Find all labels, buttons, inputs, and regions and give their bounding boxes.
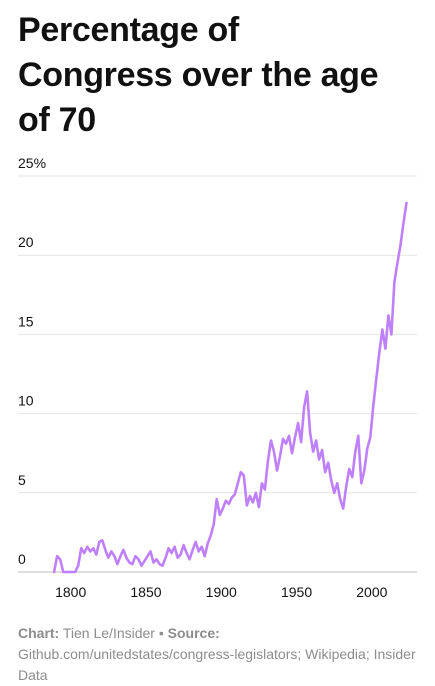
x-tick-label: 1900 <box>206 584 237 600</box>
chart-footer: Chart: Tien Le/Insider • Source: Github.… <box>18 623 423 686</box>
source-text: Github.com/unitedstates/congress-legisla… <box>18 646 416 683</box>
chart-title-line: Percentage of <box>18 11 239 49</box>
y-tick-label: 5 <box>18 472 26 488</box>
source-label: Source: <box>167 625 220 641</box>
chart-credit: Tien Le/Insider <box>62 625 155 641</box>
x-tick-label: 1800 <box>55 584 86 600</box>
y-tick-label: 15 <box>18 313 34 329</box>
gridlines <box>18 175 417 573</box>
y-tick-label: 25% <box>18 155 46 171</box>
y-tick-label: 10 <box>18 393 34 409</box>
x-tick-label: 1850 <box>130 584 161 600</box>
series-line <box>52 201 408 574</box>
chart-credit-label: Chart: <box>18 625 60 641</box>
chart-title-line: of 70 <box>18 101 96 139</box>
x-tick-label: 2000 <box>356 584 387 600</box>
y-tick-label: 20 <box>18 234 34 250</box>
x-axis-tick-labels: 1800 1850 1900 1950 2000 <box>55 584 387 600</box>
y-axis-tick-labels: 0 5 10 15 20 25% <box>18 155 46 567</box>
line-chart: 0 5 10 15 20 25% 1800 1850 1900 1950 2000 <box>18 155 417 600</box>
bullet-separator: • <box>158 625 164 641</box>
series-layer <box>52 201 408 574</box>
chart-title-line: Congress over the age <box>18 56 379 94</box>
chart-title: Percentage of Congress over the age of 7… <box>18 8 428 143</box>
y-tick-label: 0 <box>18 551 26 567</box>
x-tick-label: 1950 <box>281 584 312 600</box>
